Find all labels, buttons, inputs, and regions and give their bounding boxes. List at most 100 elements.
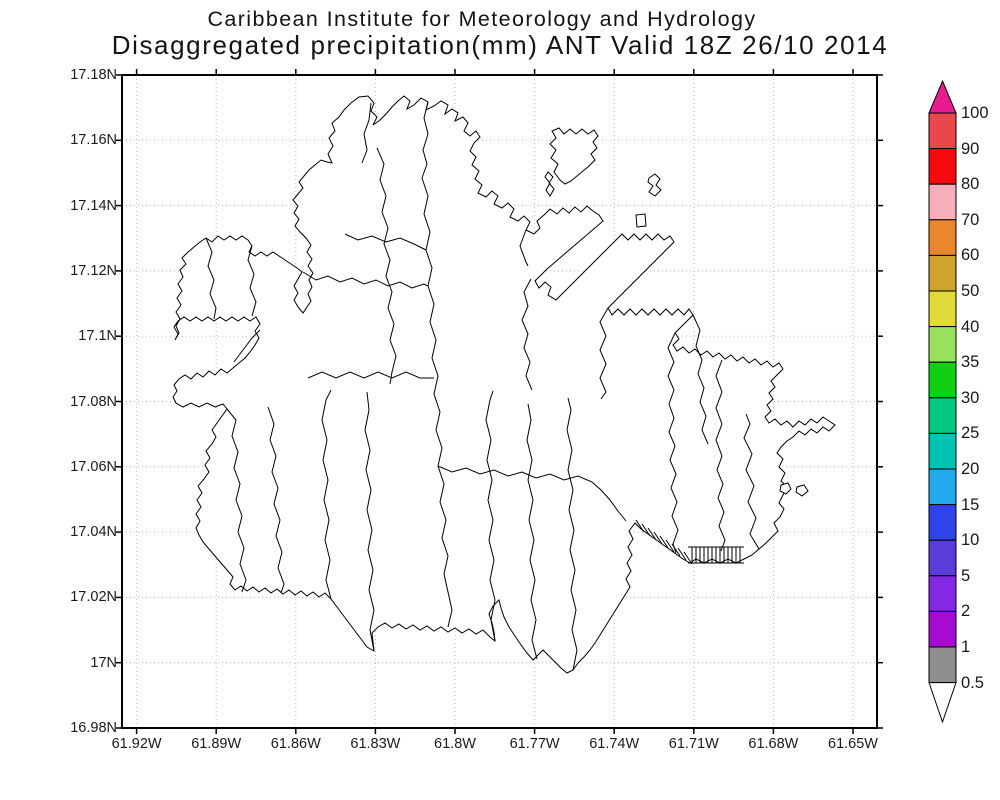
colorbar-segment: [928, 254, 957, 292]
colorbar-label: 30: [961, 388, 980, 407]
offshore-islet: [549, 127, 599, 185]
page-title-product: Disaggregated precipitation(mm) ANT Vali…: [111, 30, 889, 60]
colorbar-label: 60: [961, 246, 980, 265]
y-axis-label: 17.16N: [70, 132, 117, 149]
coast-hatch-line: [659, 535, 669, 549]
y-axis-label: 17.14N: [70, 197, 117, 214]
watershed-boundary: [692, 314, 709, 445]
colorbar-label: 10: [961, 531, 980, 550]
watershed-boundary: [361, 102, 372, 164]
y-axis-label: 17.12N: [70, 262, 117, 279]
y-axis-label: 17.08N: [70, 393, 117, 410]
coast-hatch-line: [683, 551, 693, 565]
watershed-boundary: [344, 233, 427, 251]
coast-hatch-line: [665, 539, 675, 553]
colorbar-label: 100: [961, 104, 989, 122]
watershed-boundary: [321, 389, 332, 600]
y-axis-label: 17.18N: [70, 67, 117, 83]
colorbar-segment: [928, 326, 957, 363]
colorbar-segment: [928, 112, 957, 150]
watershed-boundary: [599, 307, 609, 400]
watershed-boundary: [437, 465, 627, 522]
x-axis-label: 61.65W: [828, 736, 878, 752]
watershed-boundary: [566, 397, 578, 671]
watershed-boundary: [307, 371, 434, 379]
x-axis-label: 61.86W: [270, 736, 321, 752]
y-axis-label: 16.98N: [70, 720, 117, 736]
watershed-boundary: [715, 359, 726, 552]
colorbar-segment: [928, 432, 957, 470]
colorbar-segment: [928, 397, 957, 434]
coast-hatch-line: [677, 547, 687, 561]
colorbar-label: 35: [961, 353, 980, 372]
y-axis-label: 17.06N: [70, 458, 117, 475]
coast-hatch-line: [647, 527, 657, 541]
colorbar-label: 2: [961, 602, 971, 621]
colorbar-segment: [928, 504, 957, 541]
colorbar-label: 0.5: [961, 673, 984, 692]
colorbar-segment: [928, 290, 957, 328]
x-axis-label: 61.8W: [434, 736, 476, 752]
colorbar-segment: [928, 361, 957, 399]
colorbar-segment: [928, 219, 957, 256]
offshore-islet: [647, 173, 662, 197]
x-axis-label: 61.77W: [509, 736, 560, 752]
plot-frame: [121, 74, 878, 729]
watershed-boundary: [421, 101, 429, 179]
colorbar-underflow-arrow: [928, 682, 957, 724]
watershed-boundary: [302, 271, 429, 289]
y-axis-label: 17.02N: [70, 589, 117, 606]
colorbar-label: 80: [961, 175, 980, 194]
colorbar-label: 90: [961, 139, 980, 158]
colorbar-label: 40: [961, 317, 980, 336]
watershed-boundary: [519, 229, 529, 267]
watershed-boundary: [521, 278, 533, 391]
watershed-boundary: [743, 413, 760, 550]
colorbar-segment: [928, 610, 957, 648]
colorbar-segment: [928, 183, 957, 221]
x-axis-label: 61.71W: [668, 736, 719, 752]
coast-hatch-line: [641, 523, 651, 537]
coast-hatch-line: [635, 519, 645, 533]
offshore-islet: [544, 171, 555, 197]
watershed-boundary: [421, 177, 453, 628]
x-axis-label: 61.83W: [350, 736, 401, 752]
colorbar-segment: [928, 468, 957, 506]
watershed-boundary: [267, 406, 285, 594]
colorbar-label: 5: [961, 566, 971, 585]
offshore-islet: [635, 213, 647, 228]
colorbar-overflow-arrow: [928, 79, 957, 114]
x-axis-label: 61.89W: [191, 736, 242, 752]
y-axis-label: 17.04N: [70, 524, 117, 541]
watershed-boundary: [233, 329, 261, 363]
colorbar-segment: [928, 575, 957, 612]
x-axis-label: 61.74W: [589, 736, 640, 752]
offshore-islet: [779, 482, 792, 495]
island-outline: [172, 95, 836, 674]
x-axis-label: 61.92W: [111, 736, 162, 752]
watershed-boundary: [485, 390, 496, 642]
watershed-boundary: [376, 147, 397, 385]
watershed-boundary: [364, 391, 375, 652]
watershed-boundary: [526, 403, 538, 660]
watershed-boundary: [247, 245, 257, 317]
watershed-boundary: [205, 237, 217, 320]
x-axis-label: 61.68W: [748, 736, 799, 752]
colorbar-segment: [928, 148, 957, 185]
colorbar-label: 50: [961, 282, 980, 300]
colorbar-segment: [928, 539, 957, 577]
colorbar-label: 25: [961, 424, 980, 443]
coast-hatch-line: [653, 531, 663, 545]
colorbar-label: 1: [961, 638, 971, 656]
y-axis-label: 17N: [90, 654, 117, 671]
colorbar-segment: [928, 646, 957, 684]
offshore-islet: [795, 484, 809, 497]
page-title-institute: Caribbean Institute for Meteorology and …: [207, 7, 757, 31]
colorbar-label: 70: [961, 210, 980, 229]
colorbar-label: 20: [961, 460, 980, 478]
watershed-boundary: [226, 408, 247, 593]
colorbar-label: 15: [961, 495, 980, 514]
y-axis-label: 17.1N: [78, 328, 117, 345]
